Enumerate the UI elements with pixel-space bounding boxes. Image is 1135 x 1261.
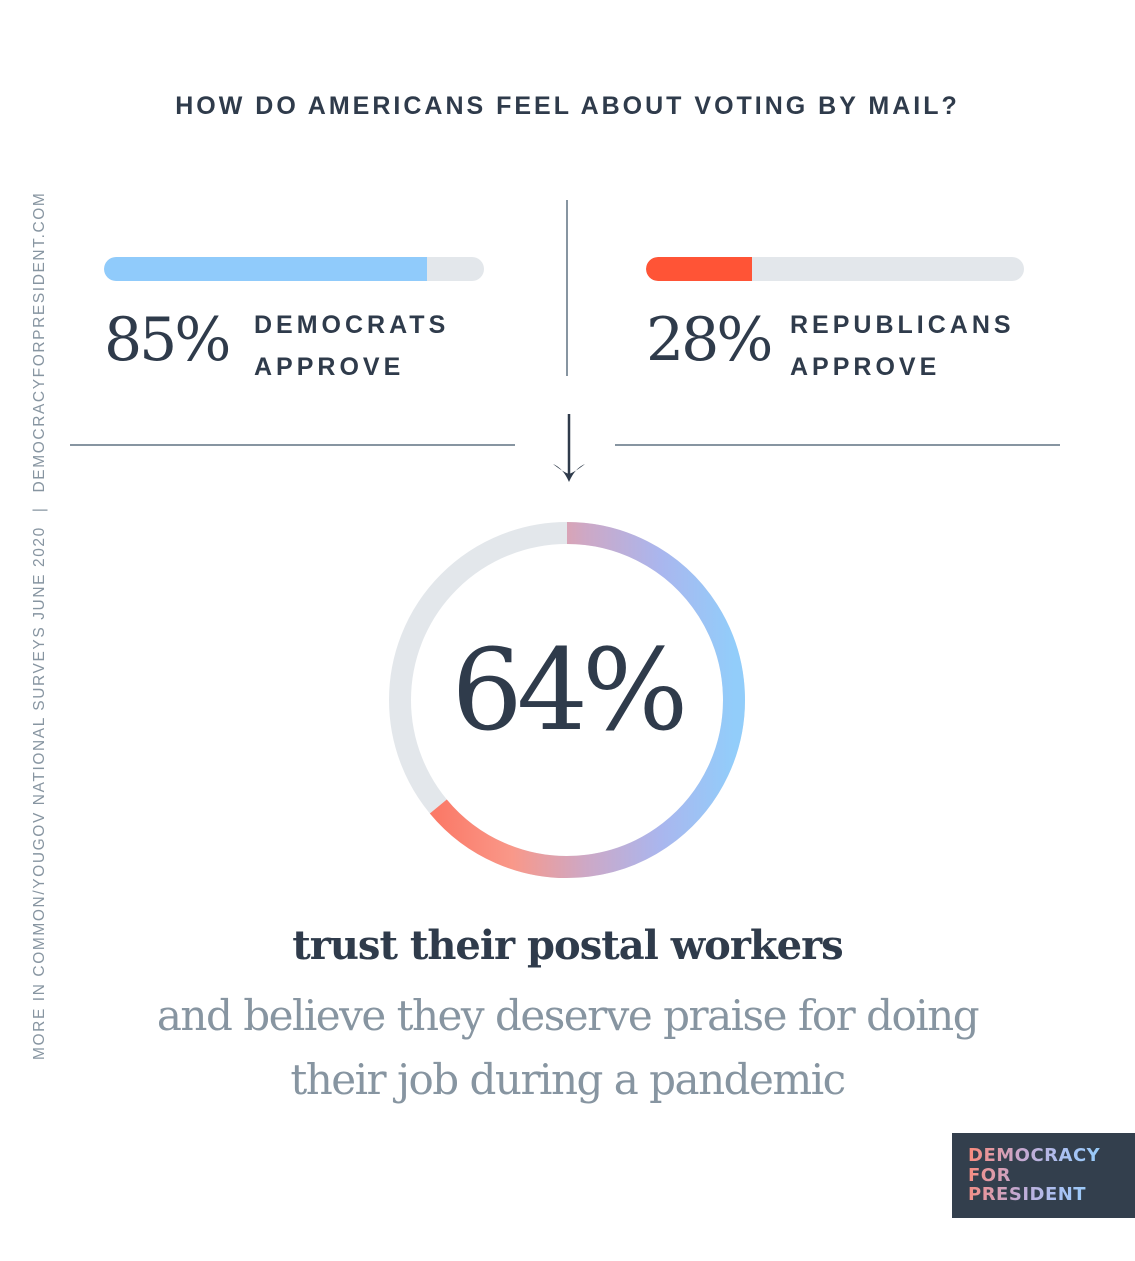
caption-headline: trust their postal workers: [292, 922, 843, 969]
logo-line1: DEMOCRACY: [968, 1145, 1101, 1166]
democrats-percent: 85%: [104, 305, 231, 375]
republicans-label: REPUBLICANS APPROVE: [790, 304, 1015, 388]
caption-body-line1: and believe they deserve praise for doin…: [156, 991, 980, 1040]
caption-body: and believe they deserve praise for doin…: [0, 984, 1135, 1112]
brand-logo-text: DEMOCRACY FOR PRESIDENT: [968, 1146, 1100, 1205]
chart-title: HOW DO AMERICANS FEEL ABOUT VOTING BY MA…: [175, 92, 960, 120]
republicans-bar-fill: [646, 257, 752, 281]
democrats-label: DEMOCRATS APPROVE: [254, 304, 449, 388]
donut-center-value: 64%: [451, 626, 689, 756]
arrow-down-icon: [553, 414, 585, 482]
republicans-label-line2: APPROVE: [790, 353, 941, 381]
website-link[interactable]: DEMOCRACYFORPRESIDENT.COM: [31, 191, 48, 493]
horizontal-divider-right: [615, 444, 1060, 446]
donut-chart: [389, 522, 745, 878]
donut-arc: [429, 522, 745, 878]
democrats-stat: [104, 257, 484, 281]
republicans-stat: [646, 257, 1024, 281]
democrats-label-line1: DEMOCRATS: [254, 311, 450, 339]
republicans-percent: 28%: [646, 305, 773, 375]
logo-line3: PRESIDENT: [968, 1184, 1087, 1205]
democrats-bar-track: [104, 257, 484, 281]
caption-body-line2: their job during a pandemic: [290, 1055, 846, 1104]
democrats-label-line2: APPROVE: [254, 353, 405, 381]
horizontal-divider-left: [70, 444, 515, 446]
brand-logo[interactable]: DEMOCRACY FOR PRESIDENT: [952, 1133, 1135, 1218]
separator: |: [31, 506, 48, 513]
logo-line2: FOR: [968, 1164, 1011, 1186]
source-text: MORE IN COMMON/YOUGOV NATIONAL SURVEYS J…: [31, 526, 48, 1060]
republicans-label-line1: REPUBLICANS: [790, 311, 1015, 339]
democrats-bar-fill: [104, 257, 427, 281]
republicans-bar-track: [646, 257, 1024, 281]
vertical-divider: [566, 200, 568, 376]
